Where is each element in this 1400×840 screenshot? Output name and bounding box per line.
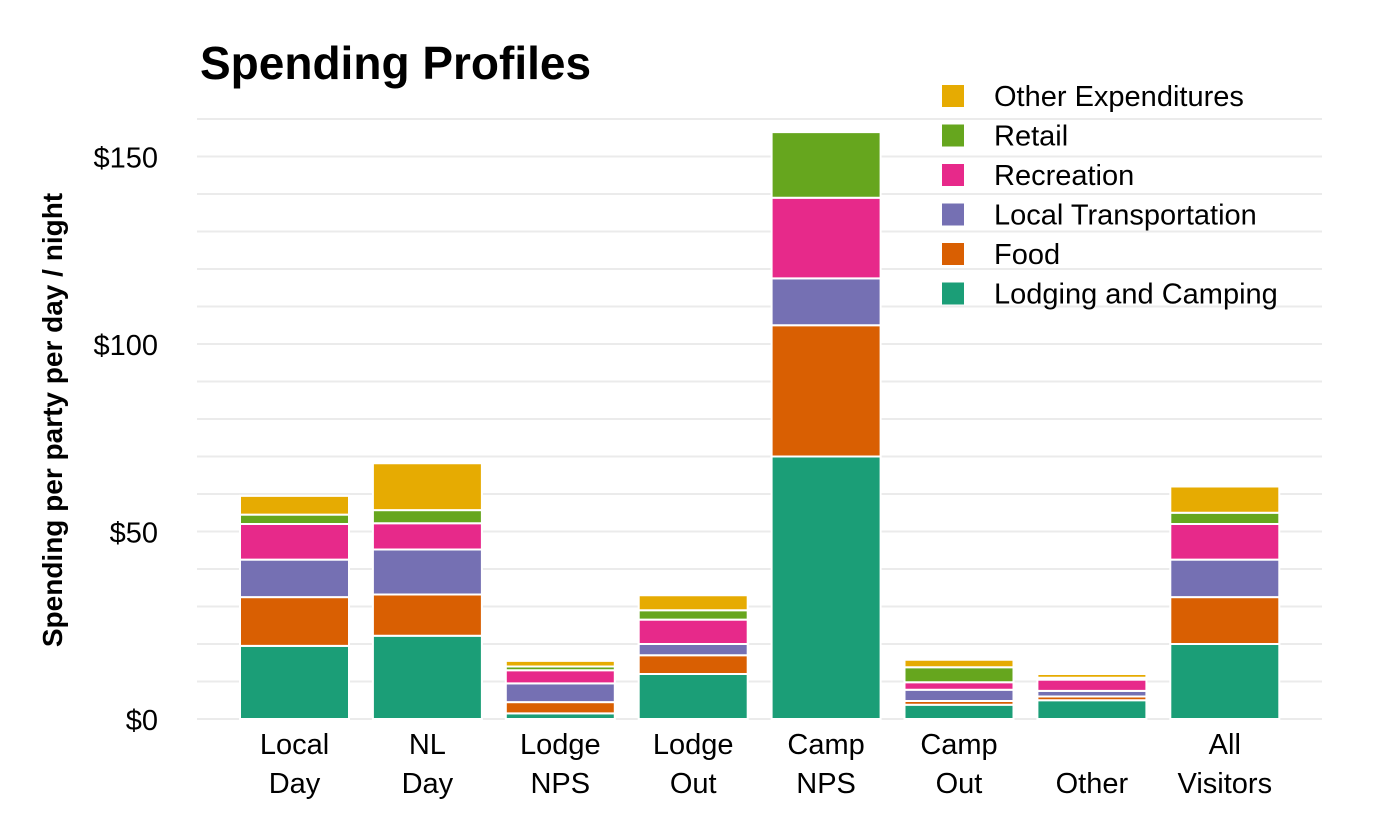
x-tick-label: Local (260, 729, 329, 761)
x-tick-label: Out (670, 768, 717, 800)
legend-label: Food (994, 239, 1060, 271)
bar-segment (637, 643, 749, 657)
bar-segment (637, 673, 749, 720)
bar-segment (903, 688, 1015, 702)
y-tick-label: $100 (93, 330, 158, 362)
bar-segment (770, 277, 882, 327)
bar-segment (1169, 511, 1281, 525)
legend-swatch (942, 203, 964, 226)
y-tick-label: $150 (93, 143, 158, 175)
bar-segment (770, 324, 882, 458)
stacked-bars (239, 131, 1281, 720)
bar-segment (371, 634, 483, 720)
legend-swatch (942, 282, 964, 305)
bar-segment (239, 558, 350, 599)
bar-segment (637, 609, 749, 621)
bar-segment (239, 494, 350, 516)
bar-segment (371, 462, 483, 512)
bar-segment (239, 523, 350, 561)
bar-segment (504, 669, 616, 685)
x-tick-label: Day (269, 768, 321, 800)
legend-label: Recreation (994, 160, 1134, 192)
legend-swatch (942, 85, 964, 107)
bar-segment (504, 701, 616, 715)
bar-segment (903, 666, 1015, 684)
x-tick-label: Day (402, 768, 454, 800)
x-tick-label: NL (409, 729, 446, 761)
bar-segment (239, 644, 350, 720)
bar-segment (637, 654, 749, 675)
bar-segment (1036, 678, 1148, 692)
x-tick-label: Visitors (1178, 768, 1273, 800)
y-tick-label: $0 (126, 705, 158, 737)
bar-segment (1169, 485, 1281, 514)
bar-segment (770, 455, 882, 720)
x-tick-label: Lodge (653, 729, 734, 761)
bar-segment (903, 658, 1015, 669)
legend-swatch (942, 243, 964, 265)
y-tick-label: $50 (110, 518, 158, 550)
legend-label: Lodging and Camping (994, 279, 1278, 311)
bar-segment (637, 618, 749, 645)
bar-segment (371, 522, 483, 551)
bar-segment (637, 594, 749, 612)
bar-segment (770, 131, 882, 199)
bar-segment (903, 703, 1015, 720)
x-tick-label: Camp (920, 729, 997, 761)
legend-label: Retail (994, 121, 1068, 153)
chart-title: Spending Profiles (200, 37, 592, 89)
bar-segment (239, 596, 350, 647)
x-tick-label: All (1209, 729, 1241, 761)
x-axis-ticks: Local Day NL Day Lodge NPS Lodge Out Camp NPS Camp… (260, 729, 1272, 800)
bar-segment (1036, 699, 1148, 720)
legend-swatch (942, 164, 964, 186)
bar-segment (1169, 523, 1281, 561)
x-tick-label: NPS (796, 768, 856, 800)
bar-segment (1036, 673, 1148, 679)
x-tick-label: Lodge (520, 729, 601, 761)
bar-segment (1169, 558, 1281, 599)
bar-segment (504, 659, 616, 668)
x-tick-label: Camp (787, 729, 864, 761)
y-axis-ticks: $0 $50 $100 $150 (93, 143, 158, 738)
bar-segment (239, 513, 350, 525)
bar-segment (371, 548, 483, 596)
bar-segment (770, 196, 882, 280)
legend: Other Expenditures Retail Recreation Local … (942, 81, 1278, 311)
bar-segment (371, 593, 483, 637)
bar-segment (504, 682, 616, 704)
legend-label: Local Transportation (994, 200, 1257, 232)
bar-segment (1169, 596, 1281, 645)
x-tick-label: Out (936, 768, 983, 800)
bar-segment (371, 509, 483, 525)
bar-segment (1169, 643, 1281, 720)
legend-label: Other Expenditures (994, 81, 1244, 113)
x-tick-label: NPS (530, 768, 590, 800)
legend-swatch (942, 124, 964, 147)
x-tick-label: Other (1056, 768, 1129, 800)
bar-segment (903, 681, 1015, 691)
